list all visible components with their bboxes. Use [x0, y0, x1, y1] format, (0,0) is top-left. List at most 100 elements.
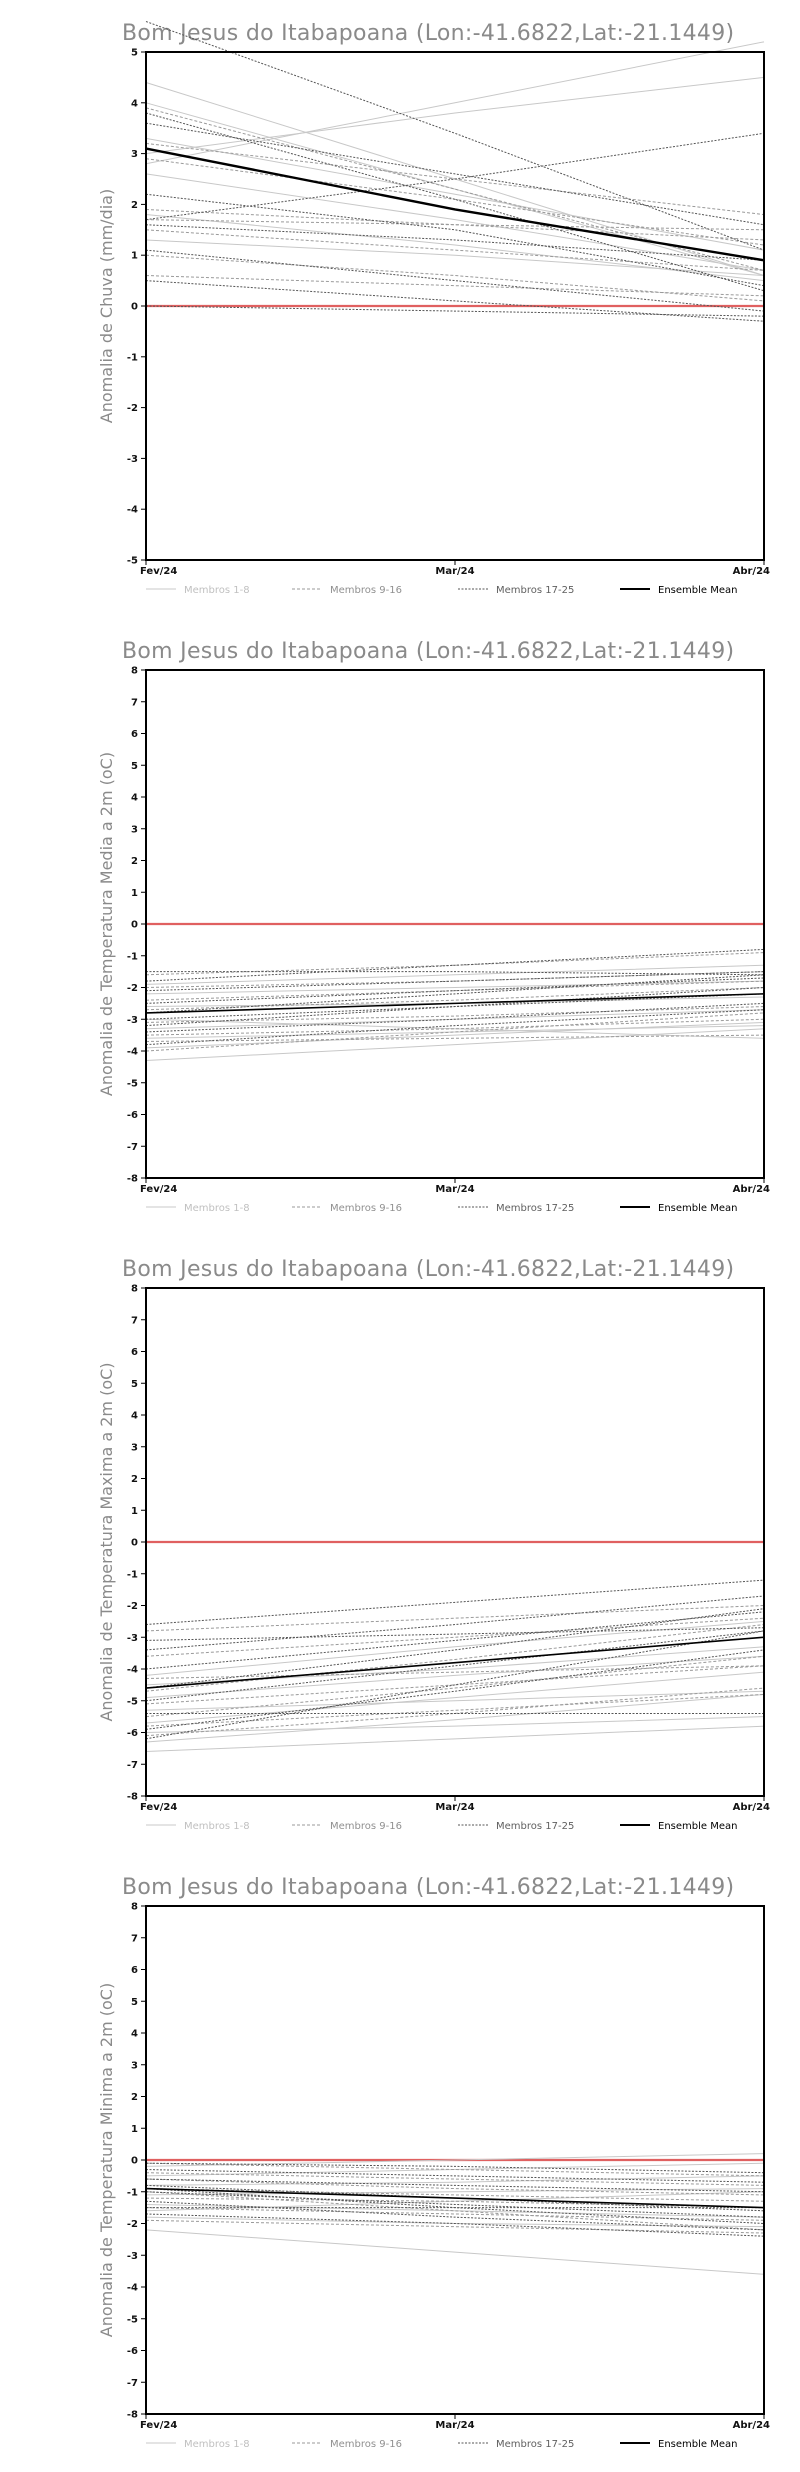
y-tick-label: 1 [131, 251, 138, 262]
legend-label: Membros 1-8 [184, 585, 250, 596]
y-tick-label: 0 [131, 1538, 138, 1549]
y-axis-label: Anomalia de Temperatura Media a 2m (oC) [97, 752, 116, 1096]
y-tick-label: 3 [131, 1442, 138, 1453]
y-tick-label: -7 [127, 1142, 138, 1153]
y-tick-label: 8 [131, 1284, 138, 1295]
y-tick-label: -6 [127, 1728, 138, 1739]
legend-label: Ensemble Mean [658, 1203, 737, 1214]
legend-label: Membros 17-25 [496, 585, 574, 596]
member-1-8-line [145, 1725, 765, 1753]
y-tick-label: 4 [131, 98, 138, 109]
y-tick-label: 4 [131, 1411, 138, 1422]
x-tick-label: Mar/24 [435, 566, 474, 577]
member-9-16-line [145, 987, 765, 1011]
y-tick-label: 8 [131, 1902, 138, 1913]
y-tick-label: 5 [131, 48, 138, 59]
y-tick-label: 7 [131, 697, 138, 708]
member-17-25-line [145, 948, 765, 982]
y-tick-label: 2 [131, 1474, 138, 1485]
ensemble-mean-line [145, 2187, 765, 2209]
member-17-25-line [145, 112, 765, 292]
chart-title: Bom Jesus do Itabapoana (Lon:-41.6822,La… [122, 1257, 734, 1282]
member-9-16-line [145, 229, 765, 271]
member-1-8-line [145, 102, 765, 277]
member-9-16-line [145, 1693, 765, 1727]
member-17-25-line [145, 1627, 765, 1641]
member-9-16-line [145, 1018, 765, 1036]
chart-svg: Bom Jesus do Itabapoana (Lon:-41.6822,La… [97, 21, 770, 596]
member-9-16-line [145, 2162, 765, 2177]
legend-label: Membros 17-25 [496, 2439, 574, 2450]
legend-label: Membros 17-25 [496, 1203, 574, 1214]
member-9-16-line [145, 1617, 765, 1657]
y-tick-label: 5 [131, 1379, 138, 1390]
member-1-8-line [145, 2175, 765, 2186]
member-17-25-line [145, 1579, 765, 1626]
y-tick-label: 3 [131, 824, 138, 835]
member-17-25-line [145, 305, 765, 317]
y-tick-label: 2 [131, 2092, 138, 2103]
y-tick-label: 4 [131, 793, 138, 804]
member-17-25-line [145, 2162, 765, 2174]
y-axis-label: Anomalia de Temperatura Maxima a 2m (oC) [97, 1362, 116, 1721]
member-9-16-line [145, 1665, 765, 1680]
plot-frame [145, 1287, 765, 1797]
member-17-25-line [145, 21, 765, 251]
member-17-25-line [145, 1595, 765, 1651]
member-17-25-line [145, 1009, 765, 1046]
plot-frame [145, 669, 765, 1179]
x-tick-label: Fev/24 [140, 1802, 177, 1813]
member-17-25-line [145, 2178, 765, 2193]
member-1-8-line [145, 137, 765, 251]
y-tick-label: -8 [127, 1792, 138, 1803]
legend-label: Ensemble Mean [658, 2439, 737, 2450]
y-tick-label: -1 [127, 352, 138, 363]
ensemble-mean-line [145, 993, 765, 1014]
member-17-25-line [145, 2188, 765, 2224]
plot-frame [145, 51, 765, 561]
y-tick-label: 2 [131, 200, 138, 211]
chart-svg: Bom Jesus do Itabapoana (Lon:-41.6822,La… [97, 1875, 770, 2450]
member-9-16-line [145, 980, 765, 1001]
member-9-16-line [145, 158, 765, 246]
y-tick-label: -2 [127, 983, 138, 994]
x-tick-label: Mar/24 [435, 2420, 474, 2431]
y-tick-label: -8 [127, 1174, 138, 1185]
member-9-16-line [145, 2191, 765, 2231]
legend-label: Ensemble Mean [658, 585, 737, 596]
legend-label: Membros 1-8 [184, 2439, 250, 2450]
y-tick-label: -7 [127, 2378, 138, 2389]
member-17-25-line [145, 2169, 765, 2183]
x-tick-label: Fev/24 [140, 1184, 177, 1195]
member-9-16-line [145, 254, 765, 302]
y-tick-label: 1 [131, 888, 138, 899]
y-tick-label: 8 [131, 666, 138, 677]
chart-title: Bom Jesus do Itabapoana (Lon:-41.6822,La… [122, 21, 734, 46]
y-tick-label: 5 [131, 761, 138, 772]
member-17-25-line [145, 2191, 765, 2218]
member-17-25-line [145, 1002, 765, 1033]
legend-label: Membros 1-8 [184, 1203, 250, 1214]
y-tick-label: -3 [127, 2251, 138, 2262]
member-17-25-line [145, 132, 765, 221]
member-9-16-line [145, 208, 765, 241]
member-1-8-line [145, 239, 765, 277]
y-tick-label: -1 [127, 951, 138, 962]
legend-label: Membros 9-16 [330, 1821, 402, 1832]
y-tick-label: -5 [127, 2314, 138, 2325]
member-17-25-line [145, 2200, 765, 2231]
member-17-25-line [145, 1649, 765, 1730]
member-9-16-line [145, 2178, 765, 2196]
member-9-16-line [145, 1665, 765, 1705]
member-9-16-line [145, 275, 765, 297]
member-17-25-line [145, 974, 765, 1014]
member-9-16-line [145, 1687, 765, 1737]
member-1-8-line [145, 1671, 765, 1724]
y-tick-label: 4 [131, 2029, 138, 2040]
x-tick-label: Fev/24 [140, 566, 177, 577]
x-tick-label: Fev/24 [140, 2420, 177, 2431]
member-17-25-line [145, 2213, 765, 2237]
y-tick-label: -4 [127, 1047, 138, 1058]
y-tick-label: -5 [127, 556, 138, 567]
y-tick-label: 7 [131, 1933, 138, 1944]
